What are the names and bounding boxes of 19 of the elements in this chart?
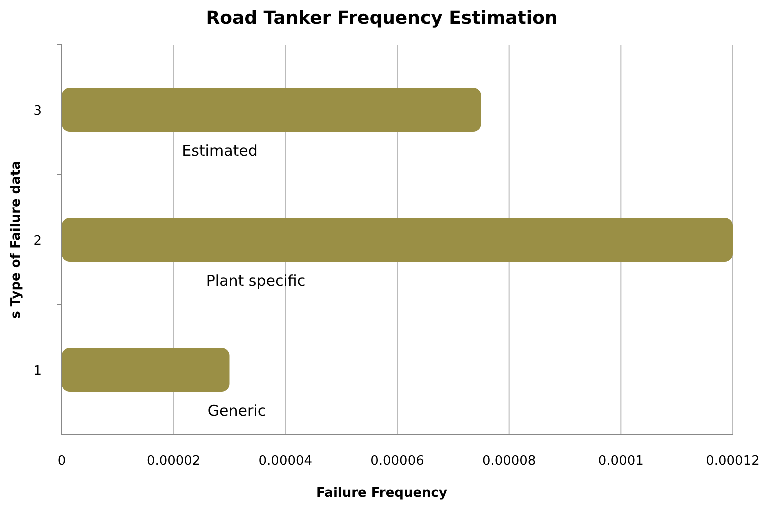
annotation: Generic xyxy=(208,402,266,420)
y-tick-label: 1 xyxy=(34,364,42,379)
bar xyxy=(62,218,733,262)
x-tick-label: 0.00006 xyxy=(370,454,424,469)
chart-title: Road Tanker Frequency Estimation xyxy=(206,8,558,29)
x-axis-title: Failure Frequency xyxy=(316,486,448,501)
bar xyxy=(62,348,230,392)
annotation: Plant specific xyxy=(206,272,306,290)
x-tick-label: 0.0001 xyxy=(598,454,644,469)
annotation: Estimated xyxy=(182,142,258,160)
x-tick-label: 0.00012 xyxy=(706,454,760,469)
x-tick-label: 0.00008 xyxy=(482,454,536,469)
x-tick-label: 0 xyxy=(58,454,66,469)
x-tick-label: 0.00004 xyxy=(258,454,313,469)
x-tick-label: 0.00002 xyxy=(146,454,201,469)
y-axis-title: s Type of Failure data xyxy=(9,161,24,319)
bar xyxy=(62,88,482,132)
y-tick-label: 2 xyxy=(34,234,42,249)
y-tick-label: 3 xyxy=(34,104,42,119)
